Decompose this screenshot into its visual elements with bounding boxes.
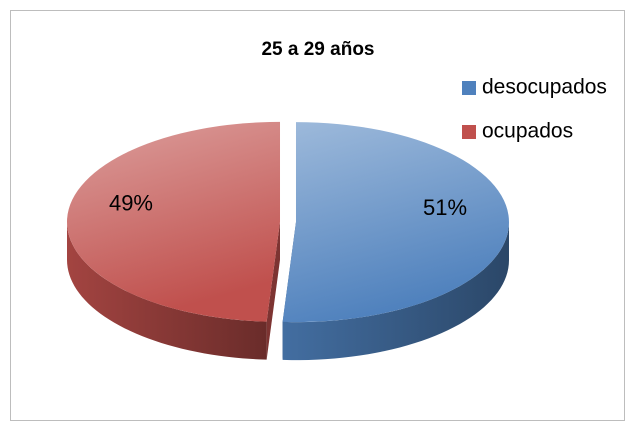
legend-label: desocupados [482,76,607,99]
legend-swatch [462,125,476,139]
slice-side [67,221,267,360]
data-label: 49% [109,190,153,215]
chart-title: 25 a 29 años [261,39,374,60]
pie-slice [282,122,509,323]
slice-wall [266,221,281,360]
legend-swatch [462,81,476,95]
legend-label: ocupados [482,120,573,143]
data-label: 51% [423,195,467,220]
pie-slice [67,121,281,322]
slice-side [282,222,509,361]
